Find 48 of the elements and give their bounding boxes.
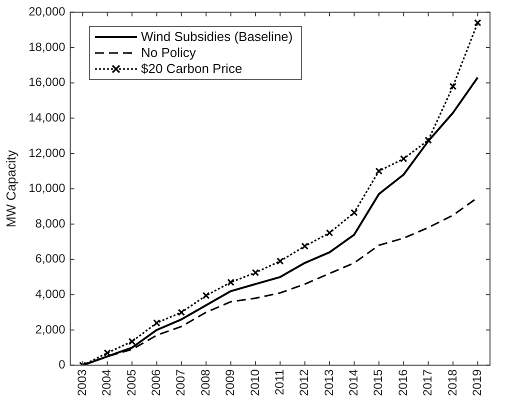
x-tick-label: 2016	[396, 368, 410, 396]
point	[400, 155, 408, 162]
point	[326, 229, 334, 237]
x-tick-label: 2013	[322, 368, 336, 396]
x-tick-label: 2004	[100, 368, 114, 396]
point	[301, 242, 308, 250]
y-tick-label: 0	[58, 358, 66, 372]
point	[350, 208, 358, 216]
x-tick-label: 2010	[248, 368, 262, 396]
x-tick-label: 2005	[124, 368, 138, 396]
y-tick-label: 4,000	[35, 286, 66, 301]
y-tick-label: 8,000	[35, 216, 66, 230]
y-tick-label: 16,000	[28, 75, 66, 90]
y-tick-label: 10,000	[28, 181, 66, 196]
x-tick-label: 2015	[371, 368, 386, 396]
y-tick-label: 6,000	[35, 252, 66, 266]
legend-label: $20 Carbon Price	[141, 61, 242, 77]
point	[375, 167, 383, 175]
point	[128, 338, 136, 346]
point	[424, 136, 432, 144]
point	[227, 278, 234, 286]
point	[276, 258, 284, 265]
point	[104, 349, 111, 357]
point	[474, 19, 482, 26]
x-tick-label: 2011	[272, 368, 286, 396]
x-tick-label: 2012	[297, 368, 312, 396]
point	[202, 292, 210, 300]
point	[252, 268, 260, 276]
y-tick-label: 2,000	[35, 322, 66, 336]
x-tick-label: 2019	[470, 368, 484, 396]
x-tick-label: 2009	[223, 368, 238, 396]
legend-label: No Policy	[141, 45, 196, 61]
point	[178, 308, 186, 316]
legend-label: Wind Subsidies (Baseline)	[141, 29, 293, 45]
y-axis-title: MW Capacity	[3, 150, 18, 228]
x-tick-label: 2018	[445, 368, 460, 396]
y-tick-label: 12,000	[28, 146, 66, 160]
x-tick-label: 2008	[198, 368, 212, 396]
x-tick-label: 2014	[346, 368, 361, 396]
x-tick-label: 2017	[420, 368, 435, 396]
y-tick-label: 18,000	[28, 40, 66, 54]
point	[449, 82, 457, 90]
x-tick-label: 2007	[174, 368, 188, 396]
y-tick-label: 20,000	[28, 4, 66, 19]
y-tick-label: 14,000	[28, 110, 66, 124]
x-tick-label: 2006	[149, 368, 164, 396]
x-tick-label: 2003	[74, 368, 89, 396]
point	[153, 319, 160, 327]
